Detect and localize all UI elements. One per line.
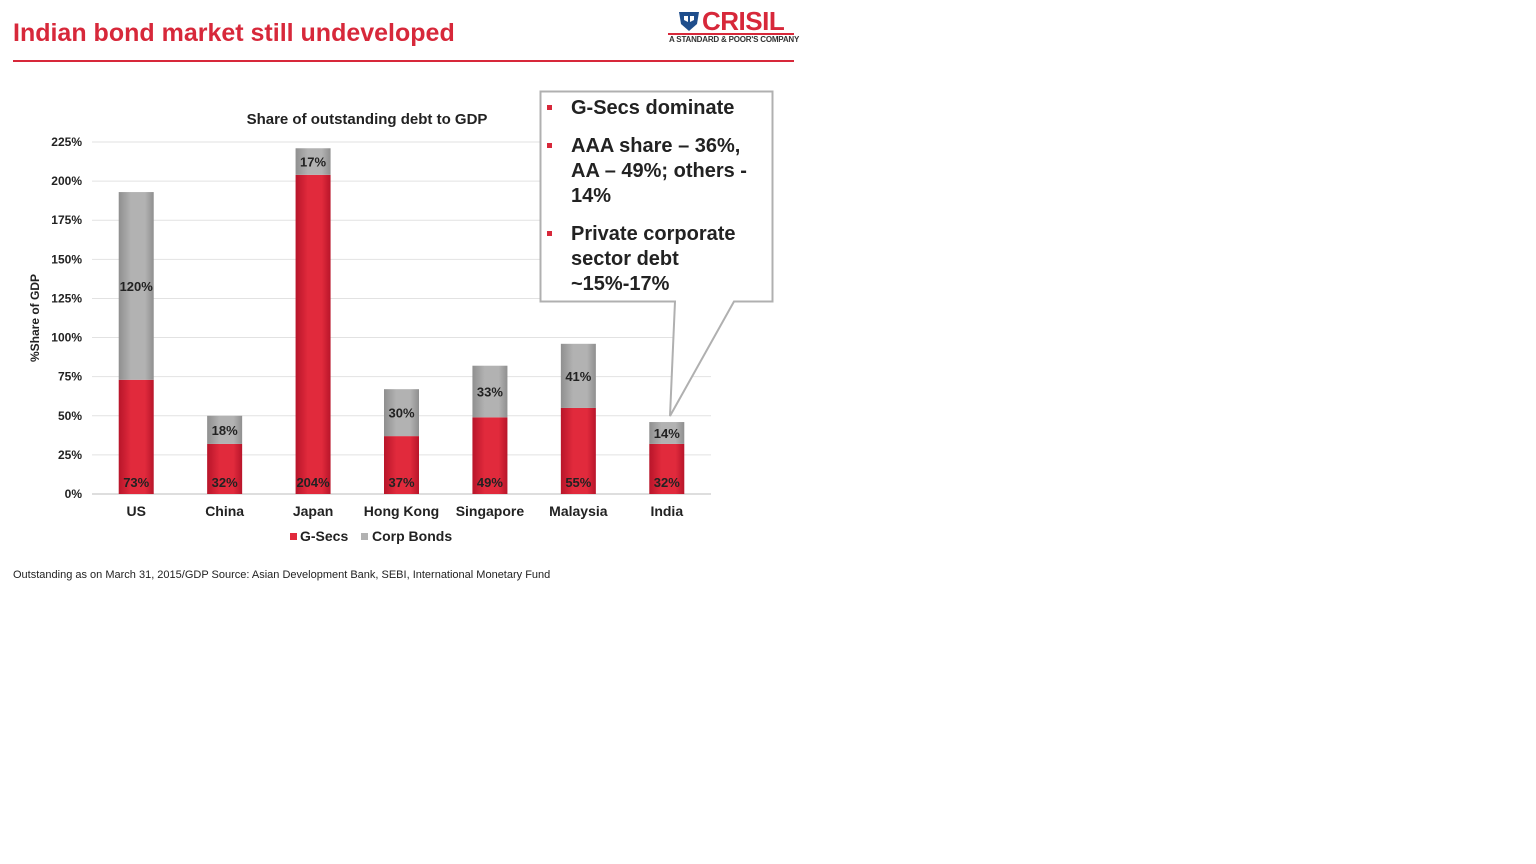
x-tick-label: China xyxy=(205,503,244,519)
data-label-gsecs: 204% xyxy=(296,475,330,490)
x-tick-label: Singapore xyxy=(456,503,525,519)
debt-to-gdp-chart: Share of outstanding debt to GDP 0% 25% 50%… xyxy=(28,111,711,544)
chart-title: Share of outstanding debt to GDP xyxy=(247,111,488,128)
callout-bullet-text: Private corporate sector debt ~15%-17% xyxy=(571,223,736,295)
x-tick-label: Hong Kong xyxy=(364,503,439,519)
x-tick-label: India xyxy=(650,503,683,519)
callout-bullet-text: AAA share – 36%, AA – 49%; others - 14% xyxy=(571,135,747,207)
bar-gsecs xyxy=(207,443,243,494)
title-divider xyxy=(13,60,794,62)
data-label-corp-bonds: 33% xyxy=(477,385,503,400)
bar-gsecs xyxy=(649,443,685,494)
x-tick-label: Malaysia xyxy=(549,503,608,519)
data-label-gsecs: 32% xyxy=(654,475,680,490)
logo-wordmark: CRISIL xyxy=(702,6,785,36)
y-tick-label: 150% xyxy=(51,252,82,266)
y-tick-label: 75% xyxy=(58,370,82,384)
y-tick-label: 225% xyxy=(51,135,82,149)
data-label-gsecs: 49% xyxy=(477,475,503,490)
data-label-corp-bonds: 120% xyxy=(120,279,154,294)
data-label-corp-bonds: 17% xyxy=(300,155,326,170)
bullet-marker-icon xyxy=(547,105,552,110)
y-tick-label: 100% xyxy=(51,331,82,345)
bar-corp-bonds xyxy=(560,343,596,408)
bullet-marker-icon xyxy=(547,231,552,236)
bar-corp-bonds xyxy=(649,422,685,444)
bar-gsecs xyxy=(295,174,331,494)
data-label-corp-bonds: 41% xyxy=(565,369,591,384)
callout-bullets: G-Secs dominate AAA share – 36%, AA – 49… xyxy=(546,96,768,310)
data-label-gsecs: 37% xyxy=(388,475,414,490)
bar-corp-bonds xyxy=(118,192,154,380)
crisil-shield-icon xyxy=(679,12,699,31)
callout-bullet-text: G-Secs dominate xyxy=(571,97,735,119)
y-tick-label: 0% xyxy=(65,487,83,501)
slide-title: Indian bond market still undeveloped xyxy=(13,19,455,47)
y-axis-label: %Share of GDP xyxy=(28,274,42,362)
bar-gsecs xyxy=(560,407,596,494)
callout-bullet: G-Secs dominate xyxy=(546,96,768,121)
legend-label-corp-bonds: Corp Bonds xyxy=(372,528,452,544)
bar-corp-bonds xyxy=(472,365,508,418)
y-tick-label: 175% xyxy=(51,213,82,227)
source-footnote: Outstanding as on March 31, 2015/GDP Sou… xyxy=(13,569,551,581)
logo-underline xyxy=(668,33,794,35)
bar-gsecs xyxy=(384,436,419,494)
callout-box xyxy=(539,90,774,417)
bar-corp-bonds xyxy=(384,389,419,437)
bar-corp-bonds xyxy=(207,415,243,444)
callout-bullet: AAA share – 36%, AA – 49%; others - 14% xyxy=(546,134,768,209)
y-tick-label: 200% xyxy=(51,174,82,188)
data-label-gsecs: 32% xyxy=(212,475,238,490)
y-tick-label: 25% xyxy=(58,448,82,462)
bar-gsecs xyxy=(472,417,508,494)
data-label-gsecs: 73% xyxy=(123,475,149,490)
bullet-marker-icon xyxy=(547,143,552,148)
logo-tagline: A STANDARD & POOR'S COMPANY xyxy=(669,35,800,44)
y-tick-label: 50% xyxy=(58,409,82,423)
y-tick-label: 125% xyxy=(51,291,82,305)
data-label-corp-bonds: 30% xyxy=(388,406,414,421)
x-tick-label: US xyxy=(126,503,145,519)
data-label-corp-bonds: 14% xyxy=(654,426,680,441)
callout-bullet: Private corporate sector debt ~15%-17% xyxy=(546,222,768,297)
legend-swatch-gsecs xyxy=(290,533,297,540)
bar-gsecs xyxy=(118,379,154,494)
bar-corp-bonds xyxy=(295,148,331,175)
legend-swatch-corp-bonds xyxy=(361,533,368,540)
crisil-logo: CRISIL A STANDARD & POOR'S COMPANY xyxy=(668,6,800,46)
x-tick-label: Japan xyxy=(293,503,333,519)
data-label-gsecs: 55% xyxy=(565,475,591,490)
legend-label-gsecs: G-Secs xyxy=(300,528,348,544)
data-label-corp-bonds: 18% xyxy=(212,423,238,438)
